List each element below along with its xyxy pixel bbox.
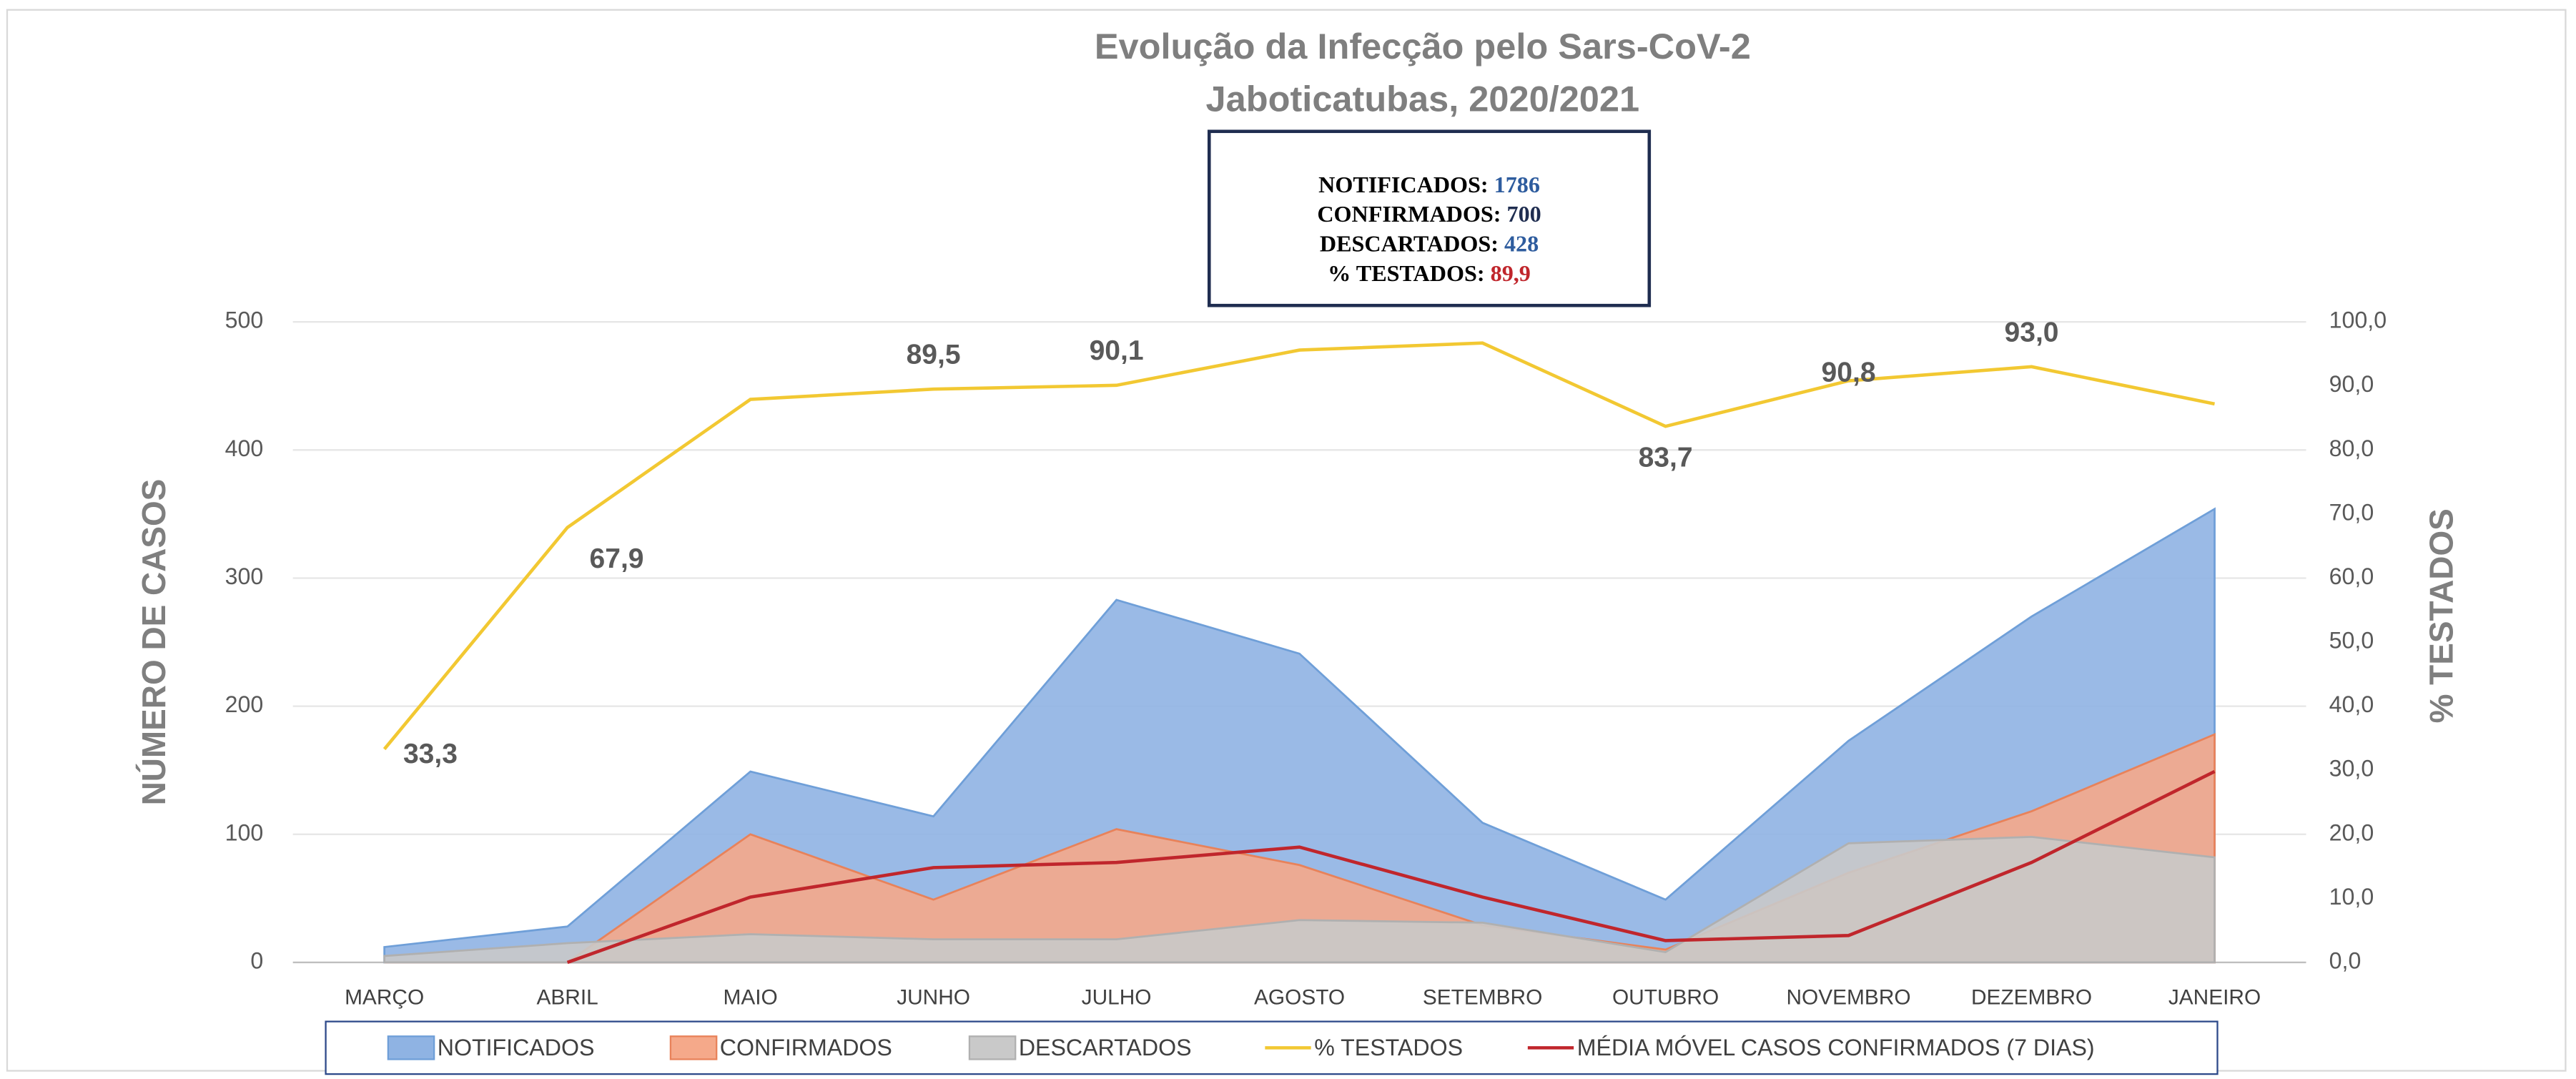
legend-label: NOTIFICADOS <box>438 1035 595 1060</box>
x-tick-label: OUTUBRO <box>1612 985 1719 1009</box>
y-tick-label: 100 <box>225 819 264 845</box>
data-label: 67,9 <box>590 543 644 574</box>
y2-tick-label: 10,0 <box>2329 884 2374 910</box>
data-label: 90,8 <box>1822 358 1876 388</box>
x-tick-label: ABRIL <box>536 985 598 1009</box>
legend-swatch <box>669 1035 718 1060</box>
data-label: 89,5 <box>907 340 961 370</box>
x-tick-label: JUNHO <box>897 985 970 1009</box>
line <box>383 341 2215 751</box>
legend-label: DESCARTADOS <box>1019 1035 1192 1060</box>
summary-value: 89,9 <box>1491 260 1531 286</box>
legend-swatch <box>968 1035 1017 1060</box>
y-tick-label: 200 <box>225 691 264 717</box>
y2-tick-label: 70,0 <box>2329 499 2374 525</box>
summary-line: CONFIRMADOS: 700 <box>1317 202 1541 227</box>
y2-axis-label: % TESTADOS <box>2423 508 2460 723</box>
y2-tick-label: 60,0 <box>2329 563 2374 589</box>
legend-label: % TESTADOS <box>1314 1035 1463 1060</box>
summary-label: % TESTADOS: <box>1328 260 1484 286</box>
y2-tick-label: 40,0 <box>2329 691 2374 717</box>
data-label: 33,3 <box>403 739 458 769</box>
data-label: 83,7 <box>1639 442 1693 473</box>
y2-tick-label: 50,0 <box>2329 628 2374 654</box>
x-tick-label: DEZEMBRO <box>1971 985 2092 1009</box>
chart-subtitle: Jaboticatubas, 2020/2021 <box>1206 79 1640 119</box>
area <box>383 835 2216 964</box>
y-tick-label: 500 <box>225 307 264 333</box>
summary-line: NOTIFICADOS: 1786 <box>1318 172 1540 197</box>
y2-tick-label: 90,0 <box>2329 371 2374 397</box>
y-tick-label: 400 <box>225 435 264 461</box>
summary-line: DESCARTADOS: 428 <box>1320 231 1539 257</box>
data-label: 93,0 <box>2005 317 2059 348</box>
x-tick-label: MAIO <box>723 985 777 1009</box>
summary-label: DESCARTADOS: <box>1320 231 1499 257</box>
legend-label: CONFIRMADOS <box>720 1035 892 1060</box>
x-tick-label: NOVEMBRO <box>1786 985 1910 1009</box>
y2-tick-label: 0,0 <box>2329 947 2362 973</box>
summary-value: 428 <box>1504 231 1539 257</box>
y2-tick-label: 30,0 <box>2329 756 2374 782</box>
y-tick-label: 0 <box>250 947 263 973</box>
summary-value: 1786 <box>1494 172 1540 197</box>
data-label: 90,1 <box>1090 335 1144 366</box>
x-tick-label: MARÇO <box>345 985 424 1009</box>
x-tick-label: JULHO <box>1082 985 1152 1009</box>
summary-label: NOTIFICADOS: <box>1318 172 1489 197</box>
area <box>383 507 2216 964</box>
summary-box <box>1207 129 1652 307</box>
line <box>566 769 2216 965</box>
x-tick-label: SETEMBRO <box>1423 985 1542 1009</box>
y-tick-label: 300 <box>225 563 264 589</box>
y2-tick-label: 20,0 <box>2329 819 2374 845</box>
x-tick-label: AGOSTO <box>1254 985 1345 1009</box>
legend-swatch <box>387 1035 435 1060</box>
summary-value: 700 <box>1506 202 1541 227</box>
y-axis-label: NÚMERO DE CASOS <box>135 479 172 806</box>
summary-label: CONFIRMADOS: <box>1317 202 1501 227</box>
y2-tick-label: 80,0 <box>2329 435 2374 461</box>
legend-label: MÉDIA MÓVEL CASOS CONFIRMADOS (7 DIAS) <box>1577 1035 2095 1060</box>
y2-tick-label: 100,0 <box>2329 307 2387 333</box>
chart-title: Evolução da Infecção pelo Sars-CoV-2 <box>1095 26 1751 66</box>
summary-line: % TESTADOS: 89,9 <box>1328 260 1531 286</box>
x-tick-label: JANEIRO <box>2168 985 2261 1009</box>
